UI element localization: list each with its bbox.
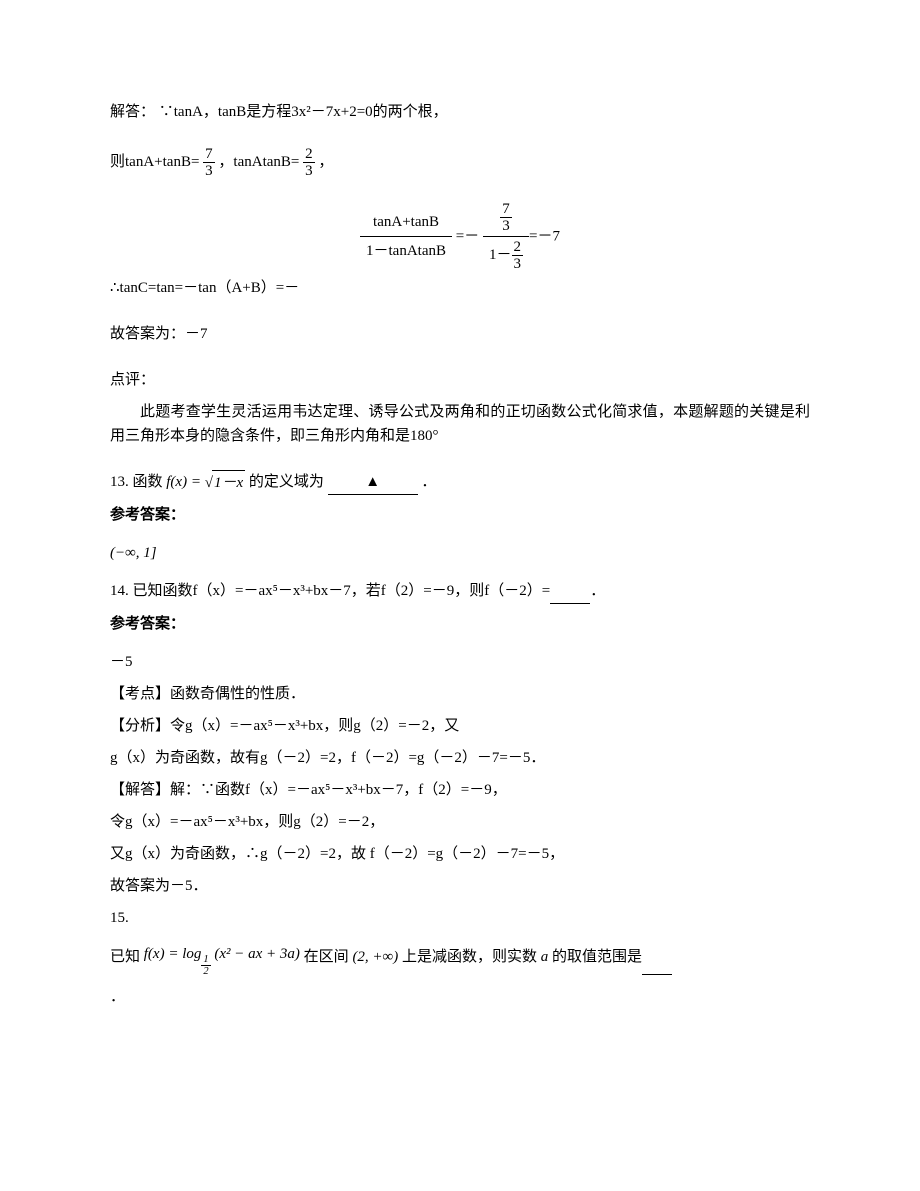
nested-fraction: 7 3 1－ 2 3 xyxy=(483,201,529,272)
text: ， xyxy=(318,154,333,170)
q14-solve-3: 又g（x）为奇函数，∴g（－2）=2，故 f（－2）=g（－2）－7=－5， xyxy=(110,842,810,866)
text: 13. 函数 xyxy=(110,474,163,490)
question-15-body: 已知 f(x) = log 1 2 (x² − ax + 3a) 在区间 (2,… xyxy=(110,938,810,977)
den: 3 xyxy=(512,256,524,272)
q14-solve-1: 【解答】解：∵函数f（x）=－ax⁵－x³+bx－7，f（2）=－9， xyxy=(110,778,810,802)
log-base: 1 2 xyxy=(201,954,210,977)
period: ． xyxy=(110,989,125,1005)
text: 故答案为－5． xyxy=(110,878,208,894)
reference-answer-label-2: 参考答案： xyxy=(110,612,810,636)
num: 2 xyxy=(512,239,524,256)
vieta-line: 则tanA+tanB= 7 3 ，tanAtanB= 2 3 ， xyxy=(110,146,810,179)
num: 1 xyxy=(201,954,210,966)
q14-topic: 【考点】函数奇偶性的性质． xyxy=(110,682,810,706)
sqrt: √1－x xyxy=(205,470,245,495)
text: 参考答案： xyxy=(110,616,185,632)
inner-frac-top: 7 3 xyxy=(500,201,512,234)
text: 又g（x）为奇函数，∴g（－2）=2，故 f（－2）=g（－2）－7=－5， xyxy=(110,846,564,862)
tan-c-block: tanA+tanB 1－tanAtanB =－ 7 3 1－ 2 3 =－7 ∴… xyxy=(110,201,810,300)
text: 点评： xyxy=(110,372,155,388)
q14-analysis-1: 【分析】令g（x）=－ax⁵－x³+bx，则g（2）=－2，又 xyxy=(110,714,810,738)
log-arg: (x² − ax + 3a) xyxy=(214,946,300,962)
num: 7 xyxy=(500,201,512,218)
interval: (−∞, 1] xyxy=(110,545,157,561)
function-expr: f(x) = √1－x xyxy=(166,474,249,490)
result: =－7 xyxy=(529,229,560,245)
q14-solve-2: 令g（x）=－ax⁵－x³+bx，则g（2）=－2， xyxy=(110,810,810,834)
centered-fraction: tanA+tanB 1－tanAtanB =－ 7 3 1－ 2 3 =－7 xyxy=(110,201,810,272)
text: 令g（x）=－ax⁵－x³+bx，则g（2）=－2， xyxy=(110,814,384,830)
denominator: 1－tanAtanB xyxy=(360,237,452,263)
comment-label: 点评： xyxy=(110,368,810,392)
text: 的取值范围是 xyxy=(552,949,642,965)
numerator: 2 xyxy=(303,146,315,163)
text: 参考答案： xyxy=(110,507,185,523)
question-14: 14. 已知函数f（x）=－ax⁵－x³+bx－7，若f（2）=－9，则f（－2… xyxy=(110,579,810,604)
q14-analysis-2: g（x）为奇函数，故有g（－2）=2，f（－2）=g（－2）－7=－5． xyxy=(110,746,810,770)
q14-answer: －5 xyxy=(110,650,810,674)
fx: f(x) = log xyxy=(144,946,202,962)
text: 此题考查学生灵活运用韦达定理、诱导公式及两角和的正切函数公式化简求值，本题解题的… xyxy=(110,404,810,444)
equals: =－ xyxy=(456,229,479,245)
q14-solve-4: 故答案为－5． xyxy=(110,874,810,898)
answer-blank xyxy=(550,579,590,604)
text: ∴tanC=tan=－tan（A+B）=－ xyxy=(110,280,299,296)
tan-c-lead: ∴tanC=tan=－tan（A+B）=－ xyxy=(110,276,810,300)
answer-blank: ▲ xyxy=(328,470,418,495)
text: 则tanA+tanB= xyxy=(110,154,199,170)
variable-a: a xyxy=(541,949,549,965)
period: ． xyxy=(590,583,605,599)
question-15-period: ． xyxy=(110,985,810,1009)
radicand: 1－x xyxy=(212,470,245,495)
den: 2 xyxy=(201,966,210,977)
answer-line: 故答案为：－7 xyxy=(110,322,810,346)
log-expr: f(x) = log 1 2 (x² − ax + 3a) xyxy=(144,946,304,962)
question-13: 13. 函数 f(x) = √1－x 的定义域为 ▲ ． xyxy=(110,470,810,495)
text: 的定义域为 xyxy=(249,474,324,490)
text: 14. 已知函数f（x）=－ax⁵－x³+bx－7，若f（2）=－9，则f（－2… xyxy=(110,583,550,599)
text: 15. xyxy=(110,910,129,926)
answer-blank xyxy=(642,941,672,975)
fraction-2: 2 3 xyxy=(303,146,315,179)
q13-answer: (−∞, 1] xyxy=(110,541,810,565)
solution-intro: 解答： ∵tanA，tanB是方程3x²－7x+2=0的两个根， xyxy=(110,100,810,124)
numerator: 7 xyxy=(203,146,215,163)
interval: (2, +∞) xyxy=(352,949,398,965)
text: ，tanAtanB= xyxy=(218,154,299,170)
blank-marker: ▲ xyxy=(365,474,380,490)
text: 【考点】函数奇偶性的性质． xyxy=(110,686,305,702)
text: 上是减函数，则实数 xyxy=(402,949,537,965)
numerator: 7 3 xyxy=(483,201,529,237)
inner-frac-bot: 2 3 xyxy=(512,239,524,272)
text: 1－ xyxy=(489,247,512,263)
text: 【分析】令g（x）=－ax⁵－x³+bx，则g（2）=－2，又 xyxy=(110,718,459,734)
text: －5 xyxy=(110,654,133,670)
blank xyxy=(657,949,687,965)
period: ． xyxy=(421,474,436,490)
denominator: 3 xyxy=(303,163,315,179)
question-15-num: 15. xyxy=(110,906,810,930)
text: 在区间 xyxy=(304,949,349,965)
comment-body: 此题考查学生灵活运用韦达定理、诱导公式及两角和的正切函数公式化简求值，本题解题的… xyxy=(110,400,810,448)
fraction-1: 7 3 xyxy=(203,146,215,179)
text: 解答： ∵tanA，tanB是方程3x²－7x+2=0的两个根， xyxy=(110,104,448,120)
reference-answer-label: 参考答案： xyxy=(110,503,810,527)
text: 【解答】解：∵函数f（x）=－ax⁵－x³+bx－7，f（2）=－9， xyxy=(110,782,507,798)
denominator: 1－ 2 3 xyxy=(483,237,529,272)
text: 已知 xyxy=(110,949,140,965)
text: g（x）为奇函数，故有g（－2）=2，f（－2）=g（－2）－7=－5． xyxy=(110,750,545,766)
denominator: 3 xyxy=(203,163,215,179)
main-fraction: tanA+tanB 1－tanAtanB xyxy=(360,210,452,263)
numerator: tanA+tanB xyxy=(360,210,452,237)
text: 故答案为：－7 xyxy=(110,326,208,342)
den: 3 xyxy=(500,218,512,234)
fx: f(x) = xyxy=(166,474,204,490)
